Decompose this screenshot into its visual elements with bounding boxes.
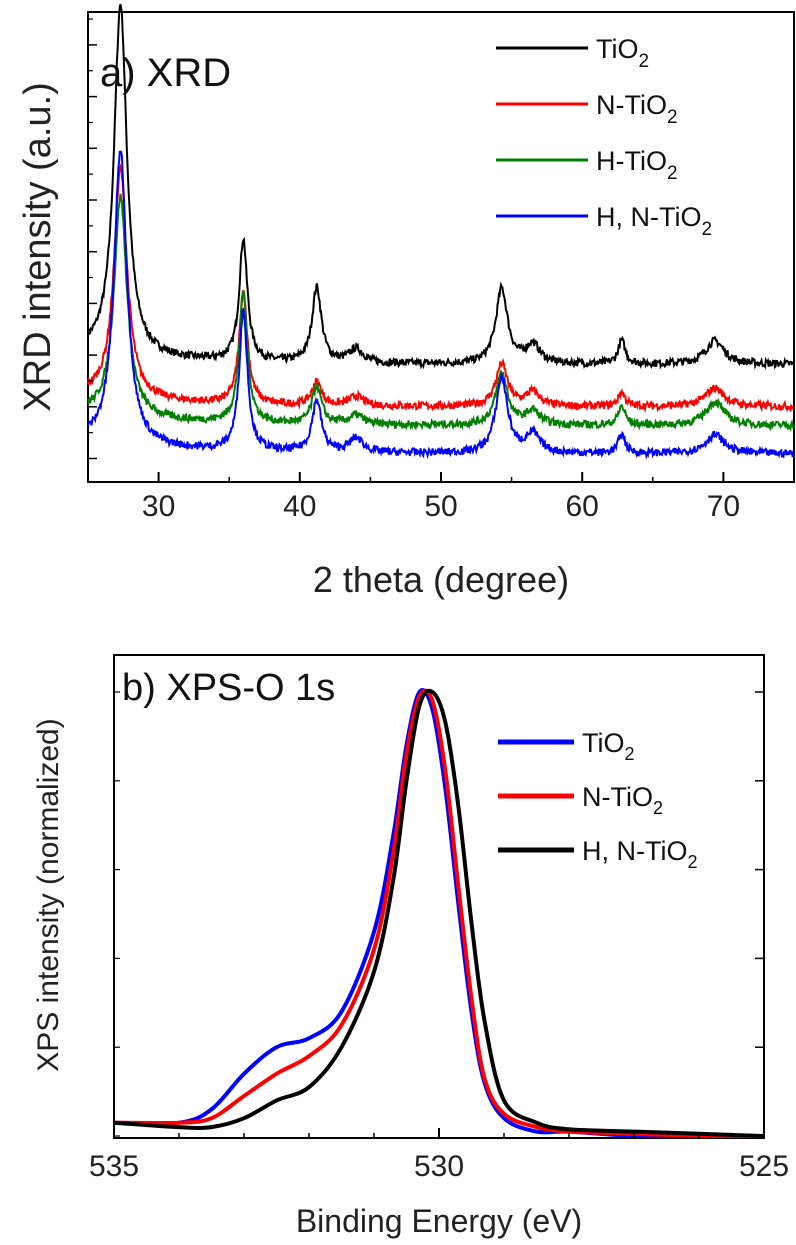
xrd-series-group <box>87 3 795 460</box>
xps-legend: TiO2 N-TiO2 H, N-TiO2 <box>498 728 698 872</box>
xrd-x-tick-label: 30 <box>142 490 175 523</box>
xrd-x-ticks: 30 40 50 60 70 <box>87 472 795 523</box>
xrd-y-ticks <box>88 18 97 460</box>
xrd-x-tick-label: 70 <box>707 490 740 523</box>
xps-series-line <box>113 688 765 1138</box>
xps-x-tick-label: 530 <box>414 1150 464 1183</box>
xrd-panel-label: a) XRD <box>100 51 231 95</box>
xps-series-line <box>113 688 764 1139</box>
xrd-series-line <box>87 193 795 433</box>
xps-legend-label: N-TiO2 <box>582 782 663 818</box>
xrd-y-axis-title: XRD intensity (a.u.) <box>17 82 59 411</box>
xrd-series-line <box>87 3 795 370</box>
xrd-x-tick-label: 60 <box>566 490 599 523</box>
xrd-legend-label: H-TiO2 <box>596 146 678 184</box>
xrd-chart: 30 40 50 60 70 a) XRD TiO2 N-TiO2 H-TiO2 H, N-T… <box>17 3 795 600</box>
xrd-legend-label: N-TiO2 <box>596 90 678 128</box>
xrd-x-tick-label: 50 <box>424 490 457 523</box>
xrd-series-line <box>87 163 795 414</box>
xrd-legend-label: TiO2 <box>596 34 649 72</box>
xrd-series-line <box>87 150 795 460</box>
xrd-x-axis-title: 2 theta (degree) <box>313 559 569 600</box>
xps-legend-label: TiO2 <box>582 728 635 764</box>
xrd-x-tick-label: 40 <box>283 490 316 523</box>
xps-y-ticks <box>114 691 764 1137</box>
xps-x-tick-label: 535 <box>89 1150 139 1183</box>
xps-series-line <box>113 688 765 1139</box>
xps-chart: 535 530 525 b) XPS-O 1s TiO2 N-TiO2 H, N-TiO… <box>32 654 789 1239</box>
xps-x-ticks: 535 530 525 <box>89 1128 789 1183</box>
xps-panel-label: b) XPS-O 1s <box>122 667 335 709</box>
xps-y-axis-title: XPS intensity (normalized) <box>32 718 65 1071</box>
xps-x-tick-label: 525 <box>739 1150 789 1183</box>
xps-legend-label: H, N-TiO2 <box>582 836 698 872</box>
xps-series-group <box>113 688 765 1139</box>
xps-x-axis-title: Binding Energy (eV) <box>296 1203 582 1239</box>
xrd-legend: TiO2 N-TiO2 H-TiO2 H, N-TiO2 <box>496 34 712 240</box>
xrd-legend-label: H, N-TiO2 <box>596 202 712 240</box>
